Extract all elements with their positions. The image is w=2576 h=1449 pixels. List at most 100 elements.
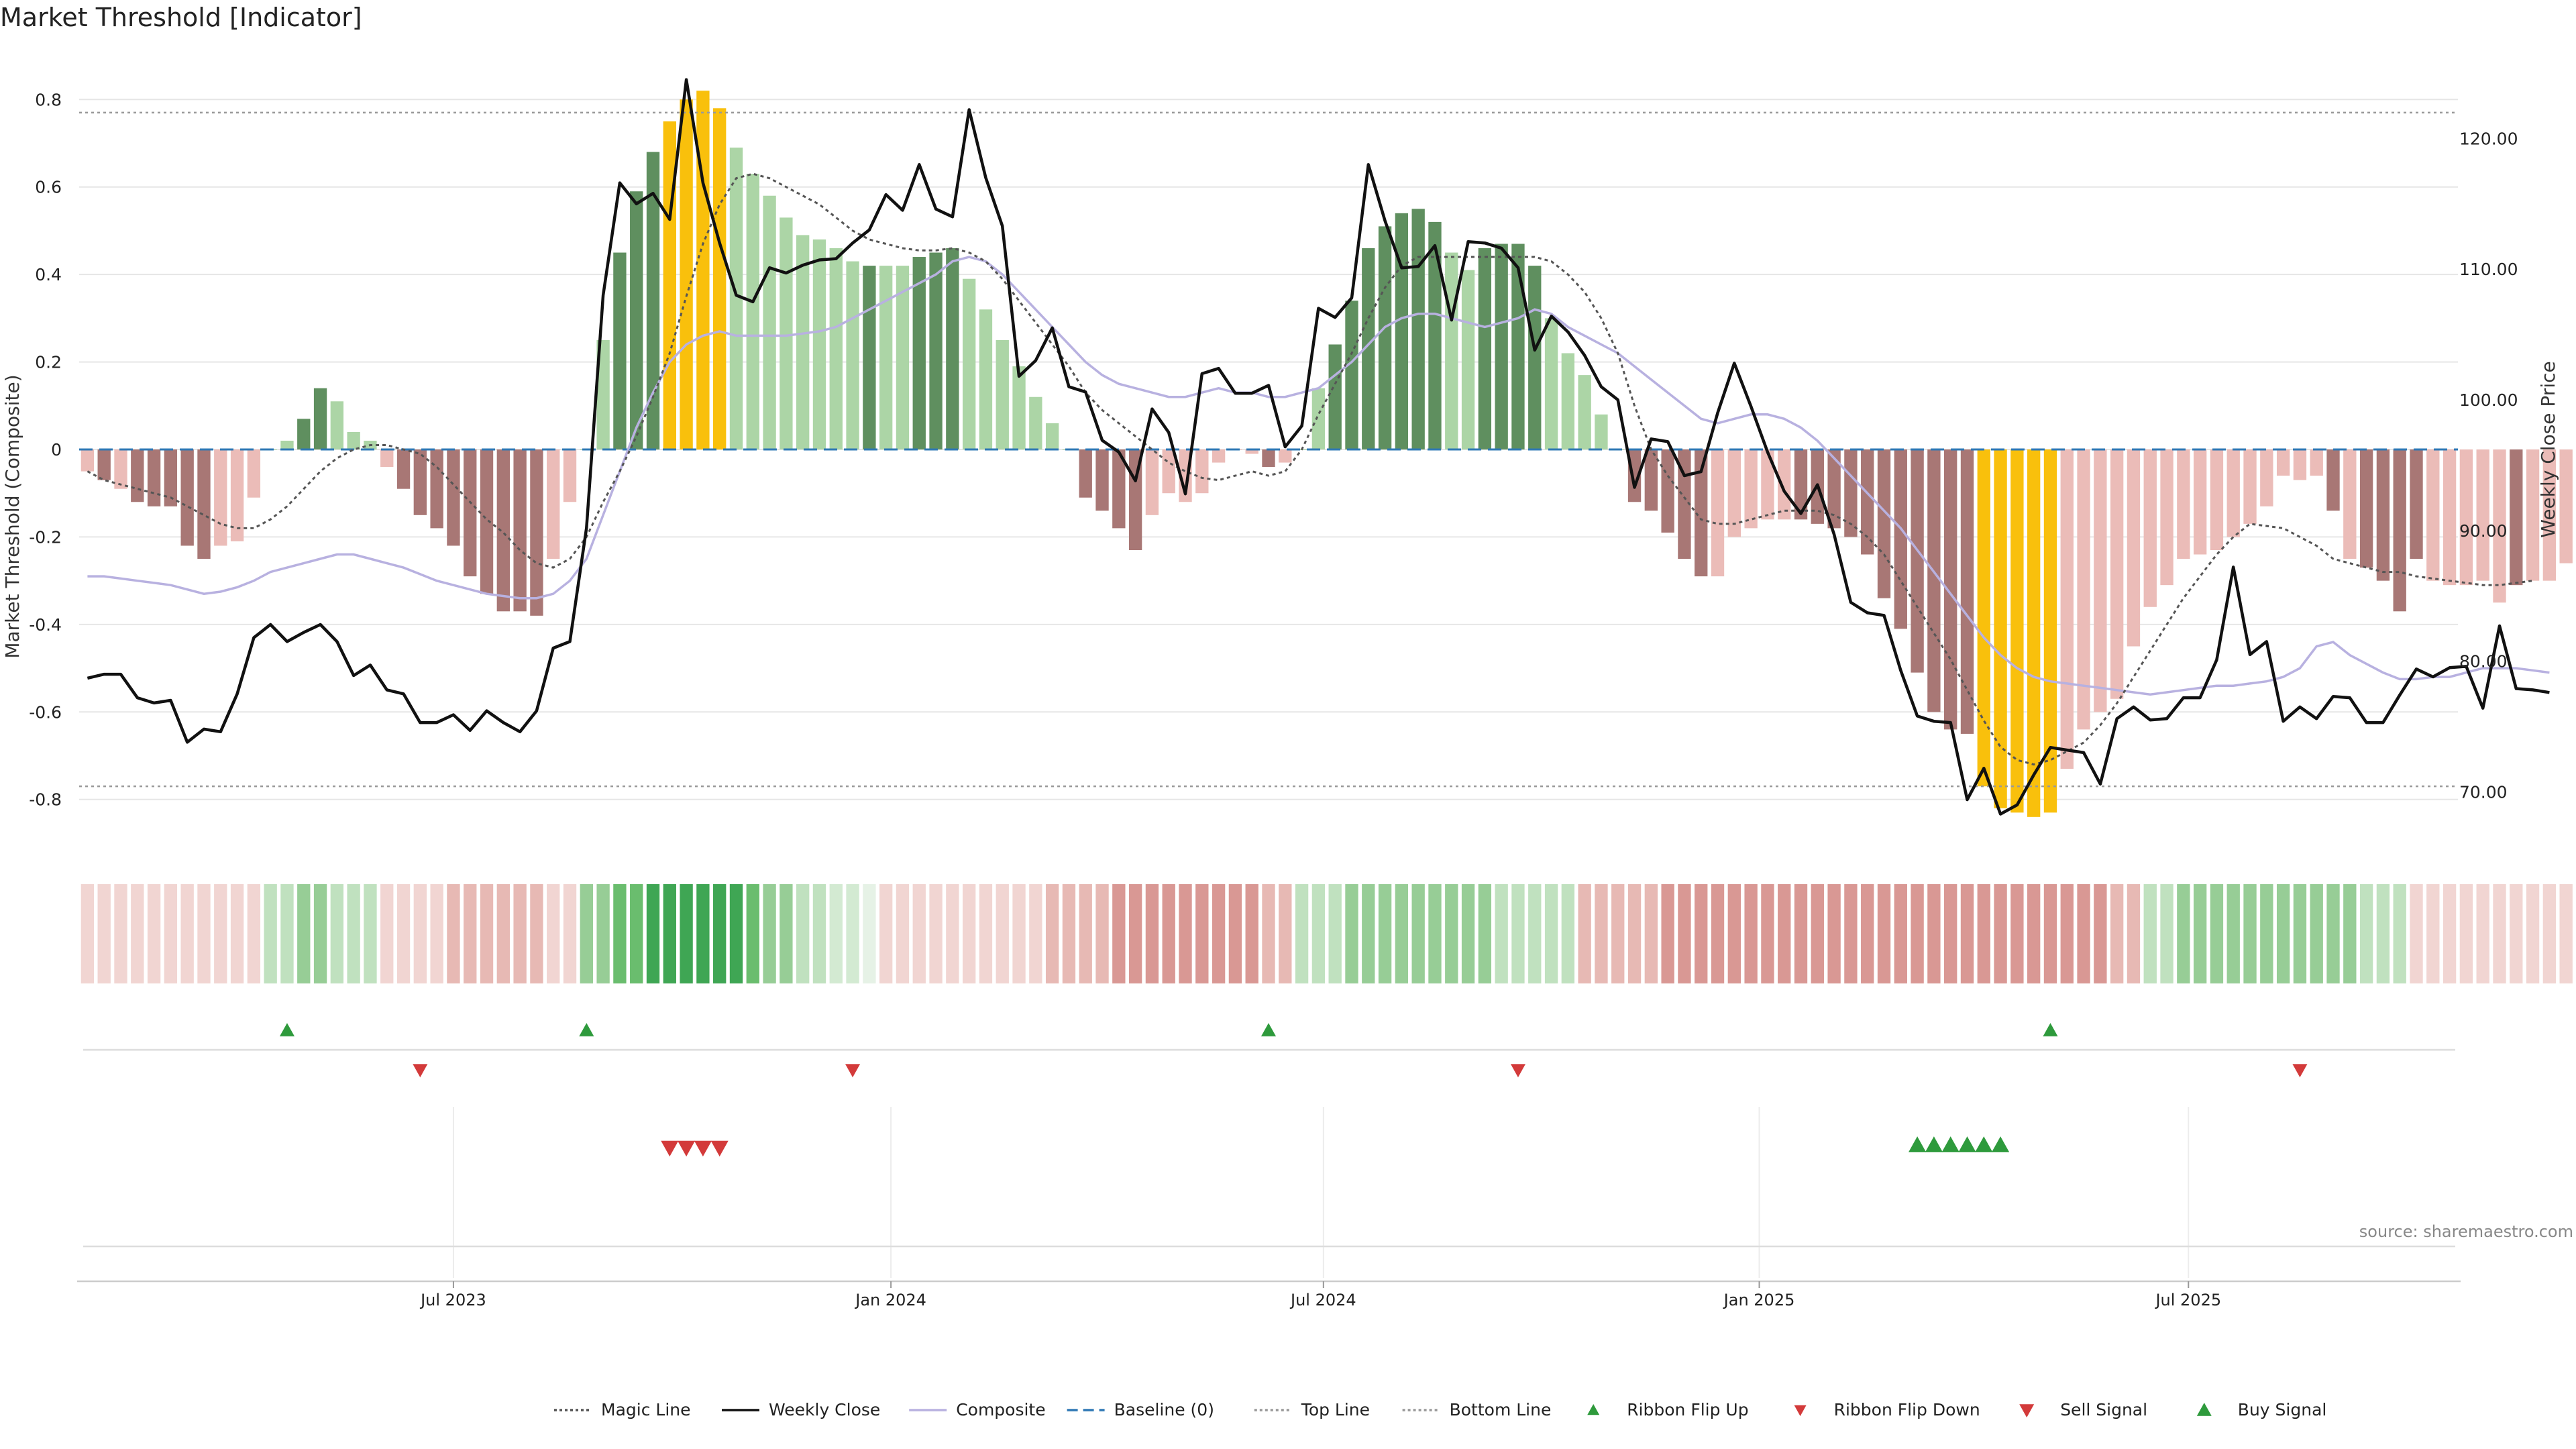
legend-label: Ribbon Flip Down (1834, 1400, 1980, 1419)
ribbon-cell (1844, 884, 1858, 983)
ribbon-cell (1711, 884, 1725, 983)
ribbon-cell (1162, 884, 1175, 983)
legend-item: Ribbon Flip Down (1794, 1400, 1980, 1419)
composite-bar (1428, 221, 1442, 449)
y2-tick-label: 80.00 (2459, 652, 2508, 672)
composite-bar (863, 266, 876, 449)
composite-bar (1711, 449, 1725, 577)
ribbon-cell (1095, 884, 1109, 983)
ribbon-cell (2143, 884, 2157, 983)
ribbon-cell (147, 884, 161, 983)
composite-bar (2343, 449, 2357, 559)
composite-bar (1395, 213, 1409, 449)
ribbon-cell (1611, 884, 1625, 983)
ribbon-cell (530, 884, 543, 983)
y2-tick-label: 70.00 (2459, 782, 2508, 802)
buy-signal-marker (1925, 1136, 1943, 1152)
composite-bar (1145, 449, 1159, 515)
ribbon-cell (580, 884, 593, 983)
ribbon-cell (264, 884, 277, 983)
y-tick-label: -0.6 (29, 702, 62, 722)
ribbon-cell (513, 884, 527, 983)
composite-bar (1511, 244, 1525, 449)
composite-bar (447, 449, 460, 546)
ribbon-cell (846, 884, 859, 983)
y2-tick-label: 110.00 (2459, 260, 2518, 279)
composite-bar (1544, 318, 1558, 449)
composite-bar (879, 266, 893, 449)
composite-bar (1212, 449, 1226, 463)
composite-bar (1461, 270, 1475, 449)
y-tick-label: 0.4 (35, 265, 62, 284)
composite-bar (2510, 449, 2523, 586)
composite-bar (464, 449, 477, 577)
ribbon-cell (1977, 884, 1990, 983)
ribbon-cell (2276, 884, 2290, 983)
ribbon-cell (663, 884, 676, 983)
legend-swatch (1794, 1405, 1807, 1416)
ribbon-cell (646, 884, 660, 983)
composite-bar (2393, 449, 2406, 612)
buy-signal-marker (1941, 1136, 1960, 1152)
composite-bar (1877, 449, 1891, 598)
composite-bar (2493, 449, 2506, 603)
ribbon-cell (2243, 884, 2257, 983)
ribbon-cell (80, 884, 95, 983)
legend-item: Buy Signal (2196, 1400, 2327, 1419)
composite-bar (2276, 449, 2290, 476)
ribbon-cell (1678, 884, 1691, 983)
composite-bar (1195, 449, 1209, 494)
legend-swatch (2196, 1403, 2212, 1416)
composite-bar (2027, 449, 2041, 817)
x-tick-label: Jul 2023 (419, 1291, 486, 1309)
legend-swatch (2019, 1404, 2035, 1417)
ribbon-cell (464, 884, 477, 983)
ribbon-cell (1245, 884, 1258, 983)
composite-bar (1262, 449, 1275, 468)
ribbon-cell (912, 884, 926, 983)
ribbon-cell (780, 884, 793, 983)
composite-bar (2526, 449, 2540, 581)
ribbon-cell (380, 884, 394, 983)
ribbon-cell (2510, 884, 2523, 983)
legend-label: Sell Signal (2060, 1400, 2147, 1419)
ribbon-cell (1029, 884, 1042, 983)
composite-bar (1561, 353, 1575, 449)
composite-bar (2559, 449, 2573, 564)
legend-label: Buy Signal (2238, 1400, 2327, 1419)
ribbon-cell (1927, 884, 1941, 983)
composite-bar (1495, 244, 1508, 449)
composite-bar (2226, 449, 2240, 537)
composite-bar (2193, 449, 2207, 555)
series-lines (79, 78, 2550, 816)
magic-line (87, 172, 2533, 766)
ribbon-cell (1544, 884, 1558, 983)
composite-bar (480, 449, 494, 594)
sell-signal-marker (694, 1140, 712, 1157)
composite-bar (2127, 449, 2141, 647)
ribbon-cell (746, 884, 759, 983)
ribbon-cell (763, 884, 776, 983)
legend-item: Ribbon Flip Up (1587, 1400, 1749, 1419)
composite-bar (1960, 449, 1974, 734)
ribbon-cell (164, 884, 178, 983)
composite-bar (1311, 388, 1326, 449)
buy-signal-marker (1992, 1136, 2010, 1152)
legend-item: Magic Line (554, 1400, 691, 1419)
ribbon-cell (197, 884, 211, 983)
composite-bar (1994, 449, 2007, 808)
ribbon-flip-up-marker (1261, 1023, 1276, 1036)
y-tick-label: 0.2 (35, 353, 62, 372)
composite-bar (2110, 449, 2124, 699)
ribbon-cell (1128, 884, 1142, 983)
composite-bar (1595, 414, 1608, 449)
ribbon-flip-up-marker (279, 1023, 294, 1036)
ribbon-cell (996, 884, 1009, 983)
ribbon-cell (131, 884, 144, 983)
ribbon-cell (2376, 884, 2390, 983)
composite-bar (1079, 449, 1092, 498)
y2-axis-label: Weekly Close Price (2537, 361, 2559, 537)
ribbon-cell (2160, 884, 2174, 983)
ribbon-cell (1778, 884, 1791, 983)
ribbon-cell (2476, 884, 2489, 983)
